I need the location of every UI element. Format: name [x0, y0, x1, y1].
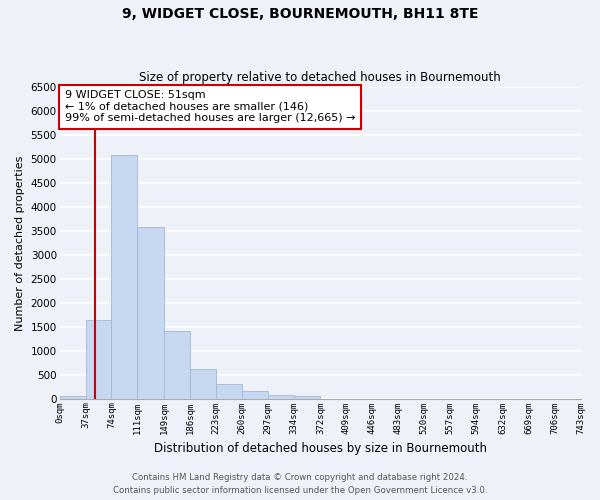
Bar	[137, 227, 164, 398]
Bar	[86, 320, 112, 398]
Bar	[294, 396, 320, 398]
Text: 9 WIDGET CLOSE: 51sqm
← 1% of detached houses are smaller (146)
99% of semi-deta: 9 WIDGET CLOSE: 51sqm ← 1% of detached h…	[65, 90, 355, 124]
Bar	[112, 155, 137, 398]
Text: 9, WIDGET CLOSE, BOURNEMOUTH, BH11 8TE: 9, WIDGET CLOSE, BOURNEMOUTH, BH11 8TE	[122, 8, 478, 22]
Bar	[216, 384, 242, 398]
X-axis label: Distribution of detached houses by size in Bournemouth: Distribution of detached houses by size …	[154, 442, 487, 455]
Title: Size of property relative to detached houses in Bournemouth: Size of property relative to detached ho…	[139, 72, 501, 85]
Bar	[190, 369, 216, 398]
Y-axis label: Number of detached properties: Number of detached properties	[15, 155, 25, 330]
Bar	[59, 396, 86, 398]
Text: Contains HM Land Registry data © Crown copyright and database right 2024.
Contai: Contains HM Land Registry data © Crown c…	[113, 474, 487, 495]
Bar	[268, 395, 294, 398]
Bar	[164, 330, 190, 398]
Bar	[242, 391, 268, 398]
